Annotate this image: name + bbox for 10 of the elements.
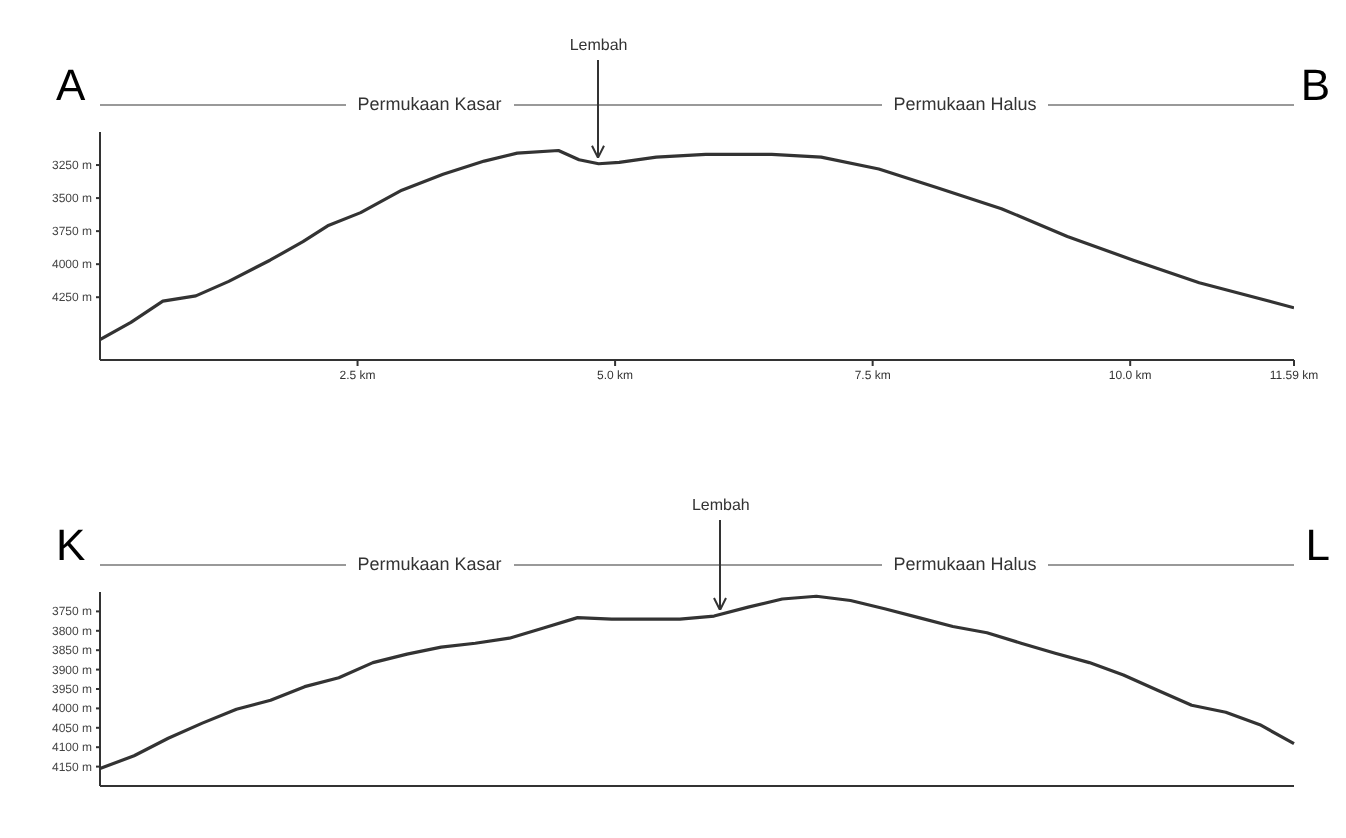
text: B bbox=[1300, 60, 1330, 112]
text: A bbox=[56, 60, 86, 112]
text: Permukaan Halus bbox=[891, 554, 1039, 574]
annotation: Lembah bbox=[689, 496, 752, 514]
text: Permukaan Halus bbox=[891, 94, 1039, 114]
text: Permukaan Kasar bbox=[355, 554, 504, 574]
text: L bbox=[1305, 520, 1330, 572]
annotation: Lembah bbox=[567, 36, 630, 54]
text: Permukaan Kasar bbox=[355, 94, 504, 114]
text: K bbox=[56, 520, 86, 572]
